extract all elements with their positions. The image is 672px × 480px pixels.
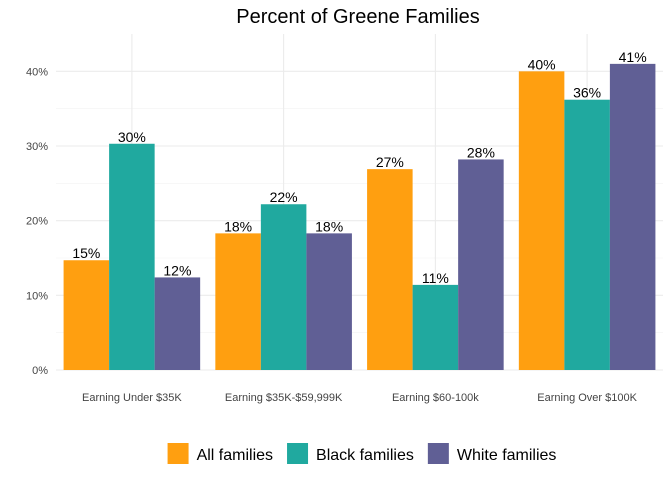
y-tick-label: 10% — [26, 290, 48, 302]
y-tick-label: 0% — [32, 365, 48, 377]
data-label: 15% — [72, 245, 100, 261]
data-label: 40% — [528, 56, 556, 72]
bar — [412, 284, 459, 370]
bars — [63, 63, 656, 370]
data-label: 28% — [467, 144, 495, 160]
bar — [518, 71, 565, 370]
data-label: 41% — [619, 49, 647, 65]
bar — [306, 233, 352, 370]
bar — [63, 260, 110, 370]
bar — [109, 143, 155, 370]
y-tick-label: 30% — [26, 141, 48, 153]
bar — [458, 159, 504, 370]
data-label: 27% — [376, 154, 404, 170]
x-axis: Earning Under $35K Earning $35K-$59,999K E… — [82, 392, 638, 404]
x-tick-label: Earning $60-100k — [392, 392, 479, 404]
data-label: 22% — [270, 189, 298, 205]
bar — [367, 169, 413, 370]
data-labels: 15% 30% 12% 18% 22% 18% 27% 11% 28% 40% 36% 41% — [72, 49, 646, 286]
legend: All families Black families White families — [167, 443, 557, 464]
legend-label: All families — [197, 447, 273, 464]
legend-swatch — [287, 443, 309, 464]
legend-label: White families — [457, 447, 557, 464]
bar — [154, 277, 201, 370]
chart-title: Percent of Greene Families — [236, 6, 479, 28]
legend-swatch — [427, 443, 449, 464]
legend-label: Black families — [316, 447, 414, 464]
bar — [260, 204, 307, 370]
y-axis: 0% 10% 20% 30% 40% — [26, 66, 48, 377]
data-label: 18% — [224, 218, 252, 234]
data-label: 30% — [118, 129, 146, 145]
legend-swatch — [167, 443, 189, 464]
bar — [609, 63, 656, 370]
data-label: 36% — [573, 85, 601, 101]
x-tick-label: Earning Over $100K — [537, 392, 637, 404]
bar — [215, 233, 261, 370]
data-label: 11% — [422, 270, 449, 286]
y-tick-label: 40% — [26, 66, 48, 78]
data-label: 18% — [315, 218, 343, 234]
x-tick-label: Earning Under $35K — [82, 392, 182, 404]
y-tick-label: 20% — [26, 216, 48, 228]
x-tick-label: Earning $35K-$59,999K — [225, 392, 343, 404]
bar — [564, 99, 610, 370]
data-label: 12% — [163, 262, 191, 278]
